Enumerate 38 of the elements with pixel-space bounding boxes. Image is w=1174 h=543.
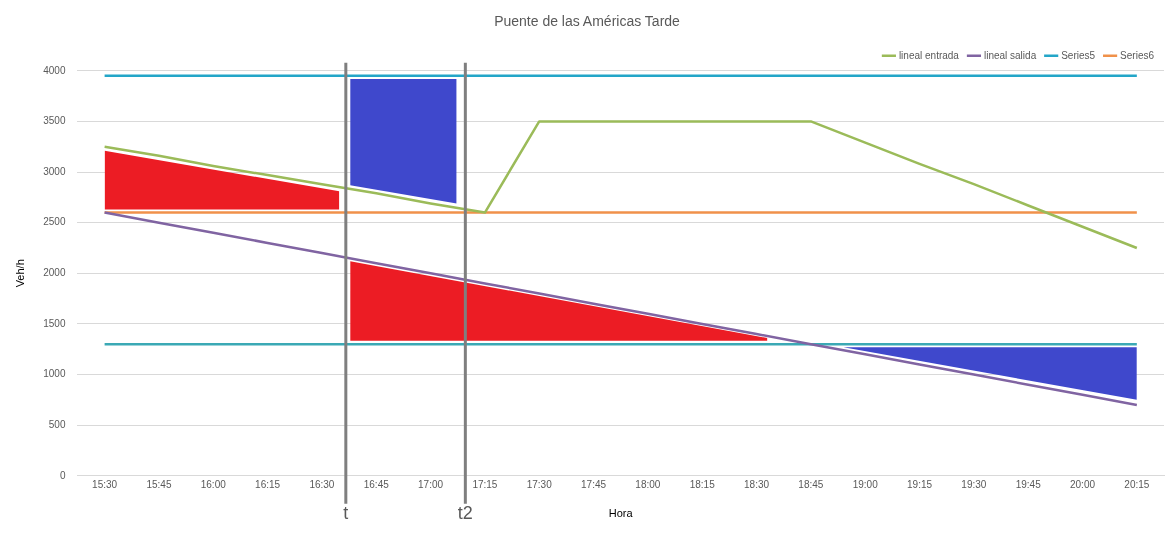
legend-label: Series5 xyxy=(1061,49,1096,61)
x-tick-label: 18:00 xyxy=(635,478,661,490)
x-tick-label: 16:15 xyxy=(255,478,281,490)
x-tick-label: 16:30 xyxy=(309,478,335,490)
x-axis-title: Hora xyxy=(608,507,634,520)
y-tick-label: 3000 xyxy=(43,165,66,177)
y-tick-label: 4000 xyxy=(43,64,66,76)
x-tick-label: 19:30 xyxy=(961,478,987,490)
y-tick-label: 2500 xyxy=(43,216,66,228)
legend-label: lineal entrada xyxy=(898,49,960,61)
x-tick-label: 19:00 xyxy=(852,478,879,490)
x-tick-label: 17:45 xyxy=(581,478,607,490)
y-tick-label: 1500 xyxy=(43,317,66,329)
y-tick-label: 0 xyxy=(59,469,66,481)
x-tick-label: 19:15 xyxy=(907,478,933,490)
x-tick-label: 20:00 xyxy=(1069,478,1096,490)
x-tick-label: 18:30 xyxy=(744,478,770,490)
x-tick-label: 20:15 xyxy=(1124,478,1150,490)
y-tick-label: 500 xyxy=(48,418,66,430)
x-tick-label: 18:45 xyxy=(798,478,824,490)
x-tick-label: 18:15 xyxy=(689,478,716,490)
ref-line-label: t xyxy=(343,502,349,523)
y-tick-label: 1000 xyxy=(43,368,66,380)
y-axis-title: Veh/h xyxy=(13,259,26,288)
legend-label: Series6 xyxy=(1120,49,1155,61)
x-tick-label: 17:15 xyxy=(472,478,498,490)
y-tick-label: 3500 xyxy=(43,115,66,127)
y-tick-label: 2000 xyxy=(43,267,66,279)
x-tick-label: 16:45 xyxy=(363,478,390,490)
x-tick-label: 17:30 xyxy=(526,478,553,490)
x-tick-label: 15:45 xyxy=(146,478,172,490)
x-tick-label: 17:00 xyxy=(418,478,444,490)
chart-title: Puente de las Américas Tarde xyxy=(494,13,681,30)
x-tick-label: 19:45 xyxy=(1015,478,1042,490)
legend-label: lineal salida xyxy=(983,49,1037,61)
ref-line-label: t2 xyxy=(457,502,473,523)
x-tick-label: 15:30 xyxy=(92,478,118,490)
x-tick-label: 16:00 xyxy=(200,478,227,490)
